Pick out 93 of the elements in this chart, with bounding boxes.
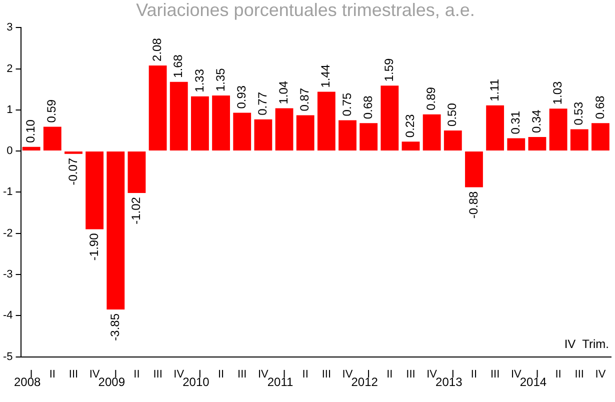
bar bbox=[570, 129, 588, 151]
data-label: 0.93 bbox=[234, 85, 248, 109]
bar bbox=[148, 65, 167, 151]
bar bbox=[338, 120, 356, 151]
text: 2008 bbox=[14, 375, 41, 390]
data-label: -1.02 bbox=[129, 196, 144, 224]
x-tick-label: IV bbox=[342, 368, 354, 380]
bar bbox=[106, 152, 125, 310]
data-label: 1.03 bbox=[550, 80, 565, 105]
data-label: 0.75 bbox=[340, 92, 354, 116]
data-label: 1.59 bbox=[382, 58, 396, 82]
bar bbox=[170, 82, 188, 151]
x-tick-label: II bbox=[470, 368, 478, 380]
x-tick-label: II bbox=[302, 368, 308, 380]
data-label: 0.23 bbox=[403, 114, 418, 138]
data-label: 1.35 bbox=[213, 68, 228, 92]
bar bbox=[212, 96, 230, 151]
y-tick-label: 2 bbox=[6, 62, 13, 75]
bar bbox=[360, 123, 378, 151]
x-tick-label: II bbox=[555, 368, 562, 380]
bar bbox=[528, 137, 546, 151]
data-label: 0.68 bbox=[360, 95, 375, 120]
y-tick-label: 0 bbox=[6, 145, 13, 158]
data-label: -0.07 bbox=[66, 158, 80, 186]
x-tick-label: IV bbox=[510, 368, 522, 380]
bar bbox=[380, 86, 399, 151]
y-tick-label: 3 bbox=[6, 22, 13, 34]
data-label: 0.68 bbox=[592, 95, 607, 120]
data-label: -3.85 bbox=[108, 313, 122, 341]
text: 2009 bbox=[98, 375, 126, 390]
bar bbox=[22, 146, 40, 151]
y-tick-label: -5 bbox=[3, 350, 13, 363]
data-label: 0.50 bbox=[445, 102, 460, 126]
x-tick-label: III bbox=[574, 368, 584, 380]
x-tick-label: IV bbox=[89, 368, 100, 380]
x-tick-label: IV bbox=[174, 368, 185, 380]
data-label: -0.88 bbox=[466, 190, 480, 219]
bar bbox=[254, 119, 272, 151]
x-tick-label: II bbox=[386, 368, 393, 380]
bar bbox=[86, 152, 104, 230]
bar bbox=[507, 138, 526, 151]
y-tick-label: 1 bbox=[6, 104, 13, 116]
bar bbox=[190, 96, 209, 151]
text: 2012 bbox=[351, 375, 378, 390]
y-tick-label: -3 bbox=[3, 268, 13, 281]
bar bbox=[444, 130, 462, 151]
data-label: 0.34 bbox=[530, 109, 544, 134]
bar bbox=[317, 92, 336, 151]
x-tick-label: IV bbox=[595, 368, 606, 380]
x-tick-label: II bbox=[134, 368, 140, 380]
bar bbox=[296, 115, 314, 151]
bar bbox=[128, 152, 146, 194]
bar bbox=[233, 112, 252, 151]
x-tick-label: III bbox=[406, 368, 416, 380]
x-tick-label: IV bbox=[258, 368, 270, 380]
bar bbox=[465, 152, 483, 188]
data-label: 1.04 bbox=[276, 80, 291, 104]
x-tick-label: III bbox=[68, 368, 78, 380]
data-label: 0.87 bbox=[298, 88, 312, 112]
y-tick-label: -4 bbox=[3, 310, 13, 322]
data-label: 1.11 bbox=[487, 78, 502, 102]
x-tick-label: II bbox=[218, 368, 224, 380]
bar bbox=[592, 123, 610, 151]
text: 2011 bbox=[267, 375, 294, 390]
text: 2014 bbox=[520, 375, 547, 390]
bar bbox=[43, 126, 62, 151]
data-label: 0.59 bbox=[44, 99, 59, 123]
chart-title: Variaciones porcentuales trimestrales, a.e. bbox=[136, 0, 475, 20]
text: 2010 bbox=[182, 375, 210, 390]
data-label: 2.08 bbox=[150, 38, 164, 62]
bar bbox=[402, 142, 420, 151]
data-label: 0.10 bbox=[24, 119, 38, 143]
bar bbox=[275, 108, 294, 151]
y-tick-label: -1 bbox=[3, 186, 13, 198]
data-label: 1.44 bbox=[318, 64, 333, 88]
bar bbox=[549, 108, 568, 151]
x-tick-label: II bbox=[49, 368, 56, 380]
bar bbox=[422, 114, 441, 151]
data-label: 1.68 bbox=[171, 54, 186, 78]
text: 2013 bbox=[436, 375, 463, 390]
data-label: 0.77 bbox=[256, 92, 270, 116]
data-label: 0.89 bbox=[424, 86, 438, 110]
x-tick-label: III bbox=[153, 368, 162, 380]
data-label: 0.53 bbox=[572, 102, 586, 126]
y-tick-label: -2 bbox=[3, 227, 13, 240]
x-tick-label: III bbox=[238, 368, 247, 380]
bar bbox=[486, 105, 504, 151]
data-label: -1.90 bbox=[86, 232, 101, 261]
data-label: 0.31 bbox=[508, 110, 522, 134]
annotation: IV Trim. bbox=[564, 337, 609, 352]
x-tick-label: III bbox=[322, 368, 332, 380]
x-tick-label: III bbox=[490, 368, 500, 380]
data-label: 1.33 bbox=[192, 68, 206, 92]
